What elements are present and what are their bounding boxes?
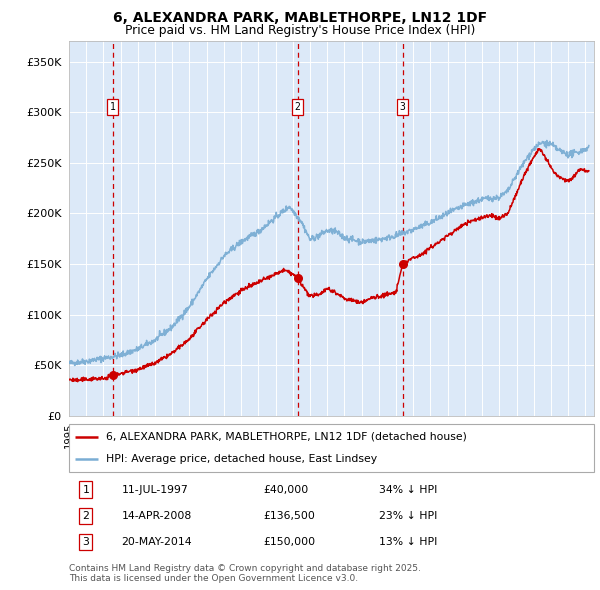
Text: 6, ALEXANDRA PARK, MABLETHORPE, LN12 1DF (detached house): 6, ALEXANDRA PARK, MABLETHORPE, LN12 1DF… xyxy=(106,432,467,442)
Text: 1: 1 xyxy=(82,484,89,494)
Text: 34% ↓ HPI: 34% ↓ HPI xyxy=(379,484,437,494)
Text: 13% ↓ HPI: 13% ↓ HPI xyxy=(379,537,437,548)
Text: 2: 2 xyxy=(82,511,89,521)
Text: 3: 3 xyxy=(82,537,89,548)
Text: 11-JUL-1997: 11-JUL-1997 xyxy=(121,484,188,494)
Text: 14-APR-2008: 14-APR-2008 xyxy=(121,511,192,521)
Text: 6, ALEXANDRA PARK, MABLETHORPE, LN12 1DF: 6, ALEXANDRA PARK, MABLETHORPE, LN12 1DF xyxy=(113,11,487,25)
Text: 20-MAY-2014: 20-MAY-2014 xyxy=(121,537,192,548)
Text: 23% ↓ HPI: 23% ↓ HPI xyxy=(379,511,437,521)
Text: HPI: Average price, detached house, East Lindsey: HPI: Average price, detached house, East… xyxy=(106,454,377,464)
Text: Contains HM Land Registry data © Crown copyright and database right 2025.
This d: Contains HM Land Registry data © Crown c… xyxy=(69,563,421,583)
Text: Price paid vs. HM Land Registry's House Price Index (HPI): Price paid vs. HM Land Registry's House … xyxy=(125,24,475,37)
Text: 2: 2 xyxy=(295,102,301,112)
Text: £40,000: £40,000 xyxy=(263,484,308,494)
Text: 3: 3 xyxy=(400,102,406,112)
Text: £150,000: £150,000 xyxy=(263,537,316,548)
FancyBboxPatch shape xyxy=(69,424,594,472)
Text: 1: 1 xyxy=(110,102,115,112)
Text: £136,500: £136,500 xyxy=(263,511,315,521)
